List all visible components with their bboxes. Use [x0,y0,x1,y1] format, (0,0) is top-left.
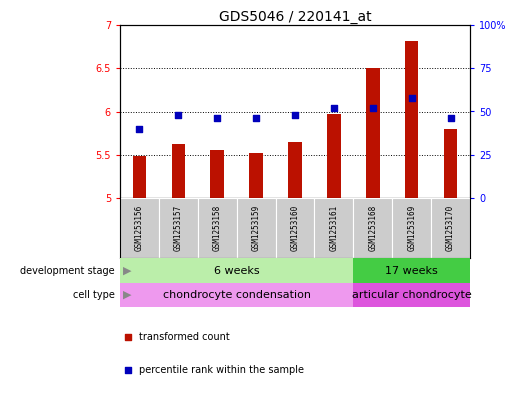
Bar [366,68,379,198]
Bar [354,198,392,258]
Text: GSM1253170: GSM1253170 [446,205,455,251]
Bar [249,153,263,198]
Text: 17 weeks: 17 weeks [385,266,438,275]
Bar [132,156,146,198]
Text: GSM1253169: GSM1253169 [407,205,416,251]
Bar [120,198,159,258]
Text: GSM1253160: GSM1253160 [290,205,299,251]
Text: transformed count: transformed count [138,332,229,342]
Point [174,112,182,118]
Text: articular chondrocyte: articular chondrocyte [352,290,472,300]
Point [123,367,132,373]
Bar [210,151,224,198]
Bar [405,40,419,198]
Bar [237,198,276,258]
Text: cell type: cell type [73,290,114,300]
Bar [172,144,185,198]
Text: percentile rank within the sample: percentile rank within the sample [138,365,304,375]
Point [213,115,222,121]
Text: GSM1253168: GSM1253168 [368,205,377,251]
Bar [327,114,341,198]
Point [135,126,144,132]
Text: GSM1253161: GSM1253161 [329,205,338,251]
Bar [198,198,237,258]
Text: chondrocyte condensation: chondrocyte condensation [163,290,311,300]
Title: GDS5046 / 220141_at: GDS5046 / 220141_at [219,10,372,24]
Point [446,115,455,121]
Bar [354,283,470,307]
Point [368,105,377,111]
Bar [431,198,470,258]
Text: GSM1253158: GSM1253158 [213,205,222,251]
Point [408,94,416,101]
Point [291,112,299,118]
Bar [354,258,470,283]
Text: 6 weeks: 6 weeks [214,266,260,275]
Text: ▶: ▶ [122,290,131,300]
Bar [276,198,314,258]
Bar [159,198,198,258]
Bar [314,198,354,258]
Bar [288,142,302,198]
Text: development stage: development stage [20,266,114,275]
Point [252,115,260,121]
Bar [392,198,431,258]
Bar [120,258,354,283]
Bar [120,283,354,307]
Point [330,105,338,111]
Text: GSM1253156: GSM1253156 [135,205,144,251]
Text: GSM1253159: GSM1253159 [252,205,261,251]
Text: GSM1253157: GSM1253157 [174,205,183,251]
Text: ▶: ▶ [122,266,131,275]
Bar [444,129,457,198]
Point [123,334,132,340]
